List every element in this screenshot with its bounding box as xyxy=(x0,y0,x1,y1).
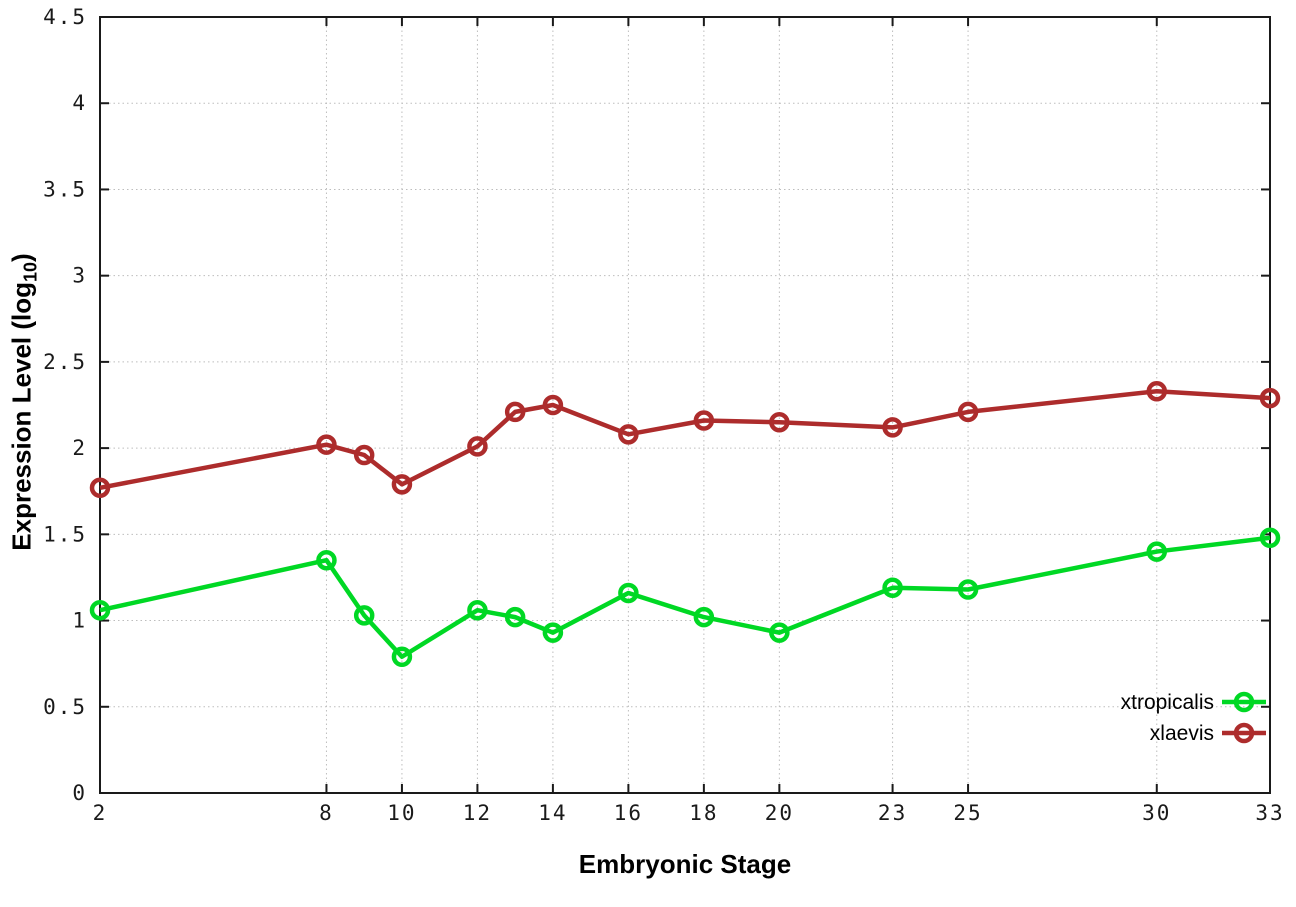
legend-label-xtropicalis: xtropicalis xyxy=(1121,691,1214,714)
y-axis-title-subscript: 10 xyxy=(20,261,41,282)
svg-text:1.5: 1.5 xyxy=(43,522,87,546)
y-axis-title-text: Expression Level (log xyxy=(6,281,37,551)
svg-text:3: 3 xyxy=(72,264,87,288)
svg-text:2.5: 2.5 xyxy=(43,350,87,374)
svg-text:4: 4 xyxy=(72,91,87,115)
svg-text:20: 20 xyxy=(765,801,794,825)
svg-text:4.5: 4.5 xyxy=(43,5,87,29)
svg-text:2: 2 xyxy=(72,436,87,460)
svg-text:10: 10 xyxy=(387,801,416,825)
svg-text:30: 30 xyxy=(1142,801,1171,825)
x-axis-title: Embryonic Stage xyxy=(578,849,792,879)
svg-text:18: 18 xyxy=(689,801,718,825)
svg-text:16: 16 xyxy=(614,801,643,825)
svg-text:14: 14 xyxy=(538,801,567,825)
y-axis-title-close: ) xyxy=(6,253,37,262)
svg-text:8: 8 xyxy=(319,801,334,825)
svg-text:25: 25 xyxy=(953,801,982,825)
legend-marker-xtropicalis-icon xyxy=(1222,691,1266,713)
svg-text:23: 23 xyxy=(878,801,907,825)
svg-text:0: 0 xyxy=(72,781,87,805)
svg-text:12: 12 xyxy=(463,801,492,825)
svg-text:3.5: 3.5 xyxy=(43,177,87,201)
data-series xyxy=(89,380,1281,668)
legend: xtropicalis xlaevis xyxy=(1121,691,1266,745)
svg-text:2: 2 xyxy=(93,801,108,825)
grid-lines xyxy=(100,17,1270,793)
legend-marker-xlaevis-icon xyxy=(1222,722,1266,744)
plot-frame xyxy=(99,16,1271,794)
svg-text:33: 33 xyxy=(1255,801,1284,825)
y-axis-title: Expression Level (log10) xyxy=(6,253,41,550)
axis-tick-labels: 2 8 10 12 14 16 18 20 23 25 30 33 0 0.5 1 1.5 2 2.5 3 3.5 4 4… xyxy=(43,5,1284,825)
svg-text:1: 1 xyxy=(72,609,87,633)
legend-label-xlaevis: xlaevis xyxy=(1150,722,1214,745)
svg-text:0.5: 0.5 xyxy=(43,695,87,719)
legend-entry-xtropicalis: xtropicalis xyxy=(1121,691,1266,714)
legend-entry-xlaevis: xlaevis xyxy=(1150,722,1266,745)
